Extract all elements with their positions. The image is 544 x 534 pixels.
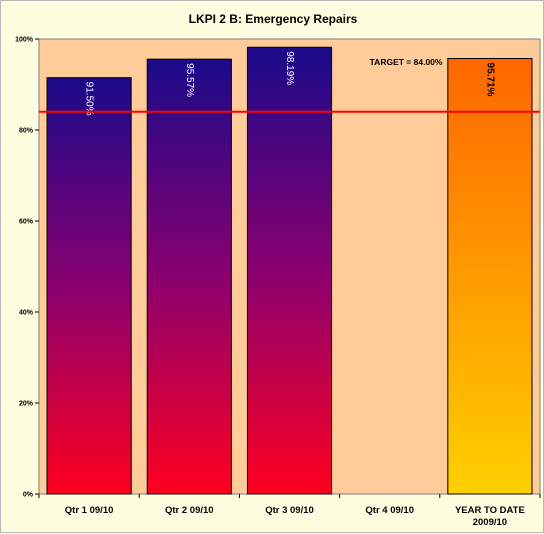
data-labels-group: 91.50% 95.57% 98.19% 95.71% <box>84 51 496 115</box>
y-axis: 0% 20% 40% 60% 80% 100% <box>15 37 39 499</box>
y-tick-label: 100% <box>15 37 34 44</box>
x-axis: Qtr 1 09/10 Qtr 2 09/10 Qtr 3 09/10 Qtr 4 0… <box>38 494 541 528</box>
data-label: 98.19% <box>284 51 295 85</box>
bar-quarter <box>246 46 333 495</box>
x-tick-label: Qtr 4 09/10 <box>365 505 414 516</box>
y-tick-label: 80% <box>19 128 34 135</box>
y-tick-label: 0% <box>23 492 34 499</box>
y-tick-label: 20% <box>19 401 34 408</box>
bar-quarter <box>46 77 132 495</box>
x-tick-label: 2009/10 <box>473 517 507 528</box>
x-tick-label: Qtr 1 09/10 <box>65 505 114 516</box>
x-tick-label: Qtr 3 09/10 <box>265 505 314 516</box>
chart-title: LKPI 2 B: Emergency Repairs <box>189 12 358 26</box>
x-tick-label: Qtr 2 09/10 <box>165 505 214 516</box>
y-tick-label: 40% <box>19 310 34 317</box>
data-label: 91.50% <box>84 82 95 116</box>
bars-group <box>46 46 533 495</box>
target-group: TARGET = 84.00% <box>39 57 540 113</box>
bar-quarter <box>146 58 232 495</box>
x-tick-label: YEAR TO DATE <box>455 505 525 516</box>
bar-year-to-date <box>447 58 533 495</box>
y-tick-label: 60% <box>19 219 34 226</box>
data-label: 95.57% <box>184 63 195 97</box>
target-label: TARGET = 84.00% <box>370 57 443 67</box>
data-label: 95.71% <box>484 63 495 97</box>
